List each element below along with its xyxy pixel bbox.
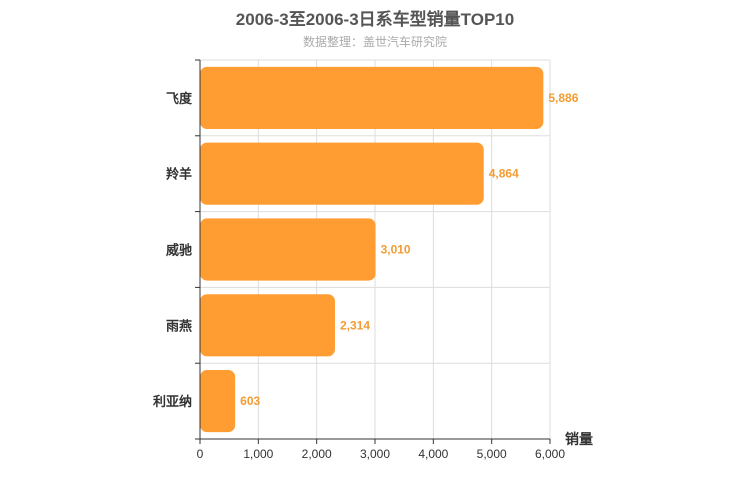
axes-group <box>195 59 551 444</box>
x-tick-label: 4,000 <box>418 447 448 461</box>
data-label: 4,864 <box>489 167 519 181</box>
bar <box>200 370 236 433</box>
x-tick-label: 6,000 <box>535 447 565 461</box>
category-label: 利亚纳 <box>153 394 192 409</box>
data-label: 5,886 <box>548 91 578 105</box>
chart-subtitle: 数据整理：盖世汽车研究院 <box>302 35 447 49</box>
category-label: 雨燕 <box>166 318 192 333</box>
labels-group: 5,886 飞度 4,864 羚羊 3,010 威驰 2,314 雨燕 603 利亚纳 0 1,000… <box>153 91 593 461</box>
data-label: 2,314 <box>340 318 370 332</box>
category-label: 威驰 <box>166 243 192 258</box>
x-tick-label: 1,000 <box>243 447 273 461</box>
data-label: 603 <box>240 394 260 408</box>
chart-title: 2006-3至2006-3日系车型销量TOP10 <box>235 10 515 29</box>
x-tick-label: 5,000 <box>477 447 507 461</box>
bars-group <box>200 66 544 433</box>
data-label: 3,010 <box>381 243 411 257</box>
x-axis-name: 销量 <box>565 431 593 447</box>
bar <box>200 294 335 357</box>
x-tick-label: 2,000 <box>302 447 332 461</box>
x-tick-label: 0 <box>197 447 204 461</box>
category-label: 飞度 <box>166 91 193 106</box>
bar <box>200 66 544 129</box>
bar <box>200 218 376 281</box>
category-label: 羚羊 <box>166 167 192 182</box>
bar <box>200 142 484 205</box>
x-tick-label: 3,000 <box>360 447 390 461</box>
